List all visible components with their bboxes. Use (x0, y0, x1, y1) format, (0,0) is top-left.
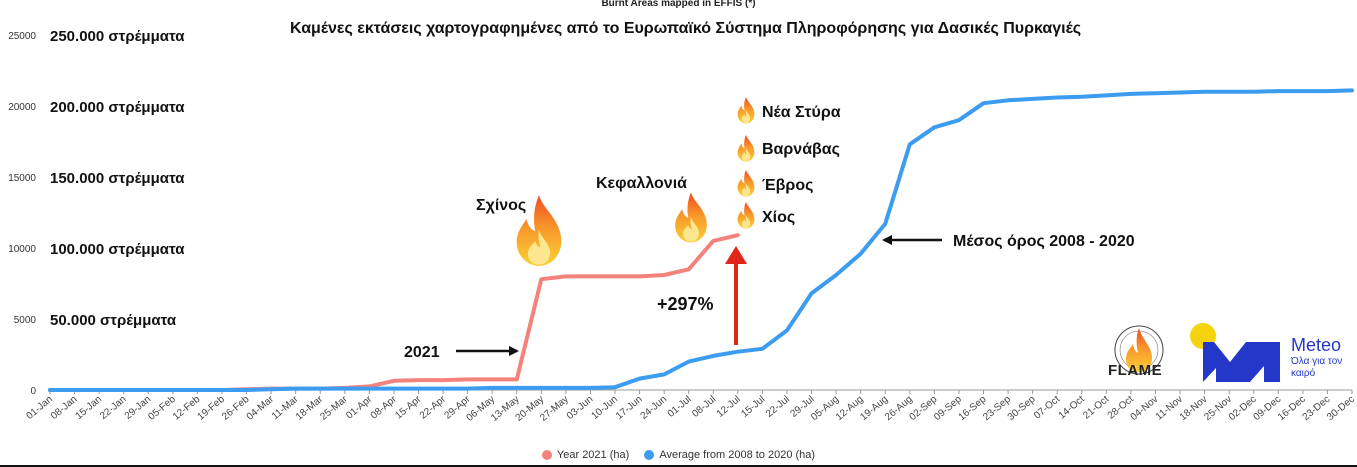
flame-logo-fire-icon (1126, 328, 1152, 372)
legend-swatch-average (644, 450, 655, 460)
series-layer (48, 88, 1354, 392)
fire-icon (737, 96, 755, 124)
y-tick-label: 25000 (8, 31, 36, 42)
x-tick-label: 24-Jun (639, 394, 669, 422)
x-tick-label: 17-Jun (614, 394, 644, 422)
chart-legend: Year 2021 (ha) Average from 2008 to 2020… (0, 449, 1357, 463)
strema-labels: 50.000 στρέμματα 100.000 στρέμματα 150.000… (50, 28, 185, 329)
x-tick-label: 15-Jan (74, 394, 104, 422)
x-tick-label: 15-Apr (393, 393, 424, 421)
legend-item-2021: Year 2021 (ha) (541, 449, 630, 461)
fire-icon (737, 134, 755, 162)
meteo-logo-name: Meteo (1291, 335, 1342, 355)
annotation-nea-styra: Νέα Στύρα (762, 104, 841, 121)
annotation-year-2021: 2021 (404, 344, 440, 361)
x-tick-label: 12-Jul (715, 394, 743, 420)
strema-label: 200.000 στρέμματα (50, 99, 185, 116)
annotation-schinos: Σχίνος (476, 197, 526, 214)
legend-swatch-2021 (541, 450, 552, 460)
bottom-border (0, 465, 1357, 467)
annotation-increase: +297% (657, 294, 714, 314)
fire-icon (737, 201, 755, 229)
x-tick-label: 01-Apr (344, 393, 375, 421)
x-tick-label: 21-Oct (1081, 394, 1111, 422)
x-tick-label: 22-Jan (98, 394, 128, 422)
flame-logo-text: FLAME (1108, 362, 1163, 379)
x-tick-label: 22-Jul (764, 394, 792, 420)
annotation-evros: Έβρος (762, 177, 813, 194)
x-tick-label: 08-Jan (49, 394, 79, 422)
strema-label: 150.000 στρέμματα (50, 170, 185, 187)
meteo-logo (1190, 323, 1280, 382)
strema-label: 100.000 στρέμματα (50, 241, 185, 258)
x-tick-label: 30-Dec (1325, 394, 1357, 423)
meteo-logo-slogan: Όλα για τον καιρό (1291, 356, 1343, 379)
fire-icon (675, 192, 707, 243)
annotation-average: Μέσος όρος 2008 - 2020 (953, 233, 1135, 250)
y-tick-label: 5000 (14, 315, 37, 326)
series-average-line (48, 88, 1354, 392)
x-tick-label: 10-Jun (589, 394, 619, 422)
y-tick-label: 20000 (8, 102, 36, 113)
legend-label-average: Average from 2008 to 2020 (ha) (659, 449, 816, 461)
strema-label: 250.000 στρέμματα (50, 28, 185, 45)
x-tick-label: 25-Mar (318, 393, 350, 422)
chart-canvas: 050001000015000200002500001-Jan08-Jan15-… (8, 28, 1357, 424)
legend-item-average: Average from 2008 to 2020 (ha) (644, 449, 815, 461)
x-tick-label: 08-Apr (369, 393, 400, 421)
y-tick-label: 15000 (8, 173, 36, 184)
annotations: Σχίνος Κεφαλλονιά Νέα Στύρα Βαρνάβας Έβρ… (404, 96, 1135, 361)
x-tick-label: 04-Mar (245, 393, 277, 422)
strema-label: 50.000 στρέμματα (50, 312, 177, 329)
x-tick-label: 01-Jul (666, 394, 694, 420)
chart-source-title: Burnt Areas mapped in EFFIS (*) (601, 0, 756, 9)
x-tick-label: 04-Nov (1129, 394, 1161, 423)
y-tick-label: 0 (30, 386, 36, 397)
x-tick-label: 22-Apr (418, 393, 449, 421)
legend-label-2021: Year 2021 (ha) (556, 449, 630, 461)
chart-main-title: Καμένες εκτάσεις χαρτογραφημένες από το … (290, 20, 1082, 37)
x-tick-label: 30-Sep (1006, 394, 1038, 423)
fire-icon (737, 169, 755, 197)
increase-arrow-head (725, 246, 747, 264)
x-tick-label: 15-Jul (739, 394, 767, 420)
annotation-kefallonia: Κεφαλλονιά (596, 175, 687, 192)
x-tick-label: 27-May (538, 394, 571, 424)
x-tick-label: 08-Jul (690, 394, 718, 420)
meteo-m-icon (1203, 342, 1280, 382)
x-tick-label: 03-Jun (565, 394, 595, 422)
x-tick-label: 01-Jan (24, 394, 54, 422)
x-tick-label: 07-Oct (1032, 394, 1062, 422)
annotation-varnavas: Βαρνάβας (762, 141, 840, 158)
annotation-chios: Χίος (762, 209, 795, 226)
y-tick-label: 10000 (8, 244, 36, 255)
flame-logo (1114, 325, 1164, 375)
x-tick-label: 14-Oct (1057, 394, 1087, 422)
